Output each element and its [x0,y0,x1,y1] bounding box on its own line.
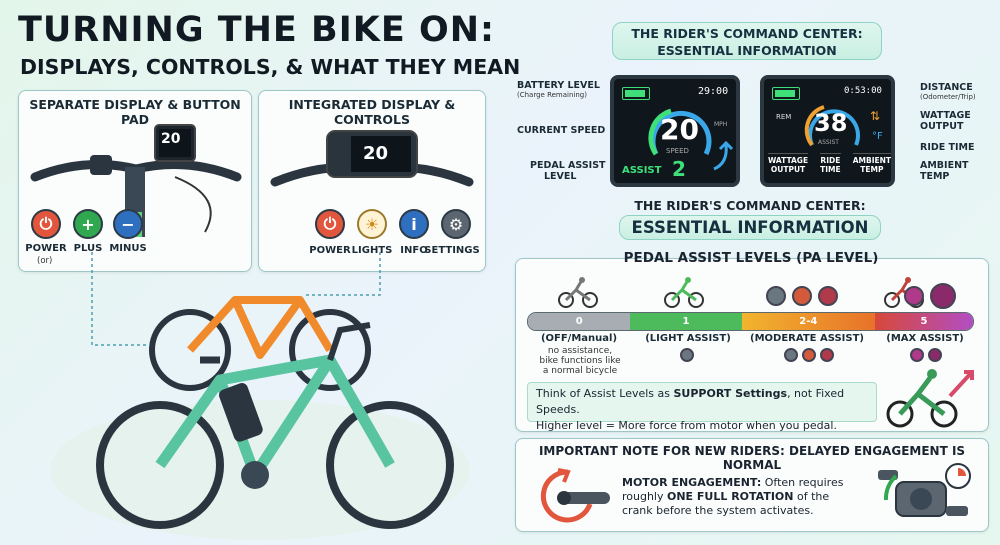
lights-button[interactable]: ☀ [357,209,387,239]
speed-gauge-2 [804,105,860,147]
display2-cell-wattage: WATTAGE OUTPUT [768,153,809,174]
max-motor-icon-2 [930,283,956,309]
display2-cells: WATTAGE OUTPUT RIDE TIME AMBIENT TEMP [768,153,891,174]
display1-speed-unit: SPEED [666,147,689,155]
motor-engagement-text: MOTOR ENGAGEMENT: Often requires roughly… [622,476,844,517]
trend-arrow-icon [713,140,734,171]
command-center-2-line1: THE RIDER'S COMMAND CENTER: [634,198,866,213]
display2-distance: 0:53:00 [844,86,882,96]
level-5-motor-icon-a [910,348,924,362]
power-note: (or) [37,256,53,266]
plus-button[interactable]: + [73,209,103,239]
command-center-title-line1: THE RIDER'S COMMAND CENTER: [631,26,863,41]
command-center-title-2: THE RIDER'S COMMAND CENTER: ESSENTIAL IN… [600,198,900,240]
display-screen-1: 29:00 20 SPEED MPH ASSIST 2 [610,75,740,187]
motor-timer-icon [878,463,971,517]
level-2-4-name: (MODERATE ASSIST) [750,333,864,344]
minus-button[interactable]: − [113,209,143,239]
assist-level-bar: 0 1 2-4 5 [527,312,974,331]
power-label: POWER [25,243,67,254]
info-button[interactable]: i [399,209,429,239]
important-note-title: IMPORTANT NOTE FOR NEW RIDERS: DELAYED E… [538,444,966,472]
display2-cell-ride-time: RIDE TIME [820,153,841,174]
wattage-icon: ⇅ [870,109,881,123]
integrated-power-label: POWER [309,245,351,256]
display2-cell-ambient: AMBIENT TEMP [852,153,891,174]
pedal-assist-level-label: PEDAL ASSIST LEVEL [530,160,606,182]
display1-speed: 20 [660,113,699,146]
level-2-4-segment: 2-4 [741,313,876,330]
plus-label: PLUS [73,243,103,254]
separate-panel-title: SEPARATE DISPLAY & BUTTON PAD [29,97,241,127]
display2-rem: REM [776,113,792,121]
assist-tip-bold: SUPPORT Settings [673,387,788,400]
command-center-2-line2: ESSENTIAL INFORMATION [618,215,882,240]
display2-assist-label: ASSIST [818,139,839,146]
settings-label: SETTINGS [424,245,480,256]
integrated-power-button[interactable]: ⏻ [315,209,345,239]
distance-label: DISTANCE (Odometer/Trip) [920,82,976,101]
current-speed-label: CURRENT SPEED [517,125,606,136]
separate-display-panel: SEPARATE DISPLAY & BUTTON PAD 20 ⏻ + − P… [18,90,252,272]
info-label: INFO [400,245,428,256]
full-rotation-bold: ONE FULL ROTATION [667,490,794,503]
integrated-panel-title: INTEGRATED DISPLAY & CONTROLS [288,97,456,127]
rider-level-1-icon [664,277,704,308]
battery-level-label: BATTERY LEVEL (Charge Remaining) [517,80,600,99]
display1-assist-label: ASSIST [622,165,662,176]
assist-tip-box: Think of Assist Levels as SUPPORT Settin… [527,382,877,432]
distance-sublabel: (Odometer/Trip) [920,93,976,101]
moderate-motor-icon-1 [766,286,786,306]
bikes-illustration [50,296,470,540]
level-1-motor-icon [680,348,694,362]
speed-gauge [648,108,712,156]
display1-time: 29:00 [698,86,729,97]
level-5-segment: 5 [875,313,973,330]
power-button[interactable]: ⏻ [31,209,61,239]
display1-assist-value: 2 [672,157,686,181]
pedal-assist-title: PEDAL ASSIST LEVELS (PA LEVEL) [623,250,879,266]
level-0-segment: 0 [528,313,631,330]
level-5-name: (MAX ASSIST) [886,333,964,344]
connector-lines [91,252,381,346]
fast-rider-icon [886,369,974,428]
battery-level-sublabel: (Charge Remaining) [517,91,587,99]
moderate-motor-icon-2 [792,286,812,306]
integrated-display-panel: INTEGRATED DISPLAY & CONTROLS 20 ⏻ ☀ i ⚙… [258,90,486,272]
max-motor-icon-1 [904,286,924,306]
battery-icon-2 [772,87,800,100]
display1-mph: MPH [714,121,728,128]
ride-time-icon: °F [872,131,883,142]
motor-engagement-bold: MOTOR ENGAGEMENT: [622,476,762,489]
level-0-description: no assistance, bike functions like a nor… [539,346,621,376]
display-screen-2: 0:53:00 REM 38 ASSIST ⇅ °F WATTAGE OUTPUT… [760,75,895,187]
level-2-motor-icon-a [784,348,798,362]
level-2-motor-icon-b [802,348,816,362]
command-center-title: THE RIDER'S COMMAND CENTER: ESSENTIAL IN… [612,22,882,60]
lights-label: LIGHTS [351,245,393,256]
settings-button[interactable]: ⚙ [441,209,471,239]
display2-speed: 38 [814,109,848,137]
level-2-motor-icon-c [820,348,834,362]
ride-time-label: RIDE TIME [920,142,975,153]
rider-level-0-icon [558,277,598,308]
minus-label: MINUS [109,243,147,254]
level-1-name: (LIGHT ASSIST) [645,333,731,344]
integrated-display-speed: 20 [363,143,389,164]
level-5-motor-icon-b [928,348,942,362]
level-0-name: (OFF/Manual) [540,333,618,344]
command-center-title-line2: ESSENTIAL INFORMATION [657,43,837,58]
crank-rotation-icon [540,468,610,523]
separate-display-speed: 20 [161,131,181,147]
page-title: TURNING THE BIKE ON: [18,10,495,50]
page-subtitle: DISPLAYS, CONTROLS, & WHAT THEY MEAN [20,55,521,79]
level-1-segment: 1 [630,313,742,330]
ambient-temp-label: AMBIENT TEMP [920,160,969,182]
wattage-output-label: WATTAGE OUTPUT [920,110,971,132]
moderate-motor-icon-3 [818,286,838,306]
integrated-handlebar-illustration [270,130,474,187]
battery-icon [622,87,650,100]
